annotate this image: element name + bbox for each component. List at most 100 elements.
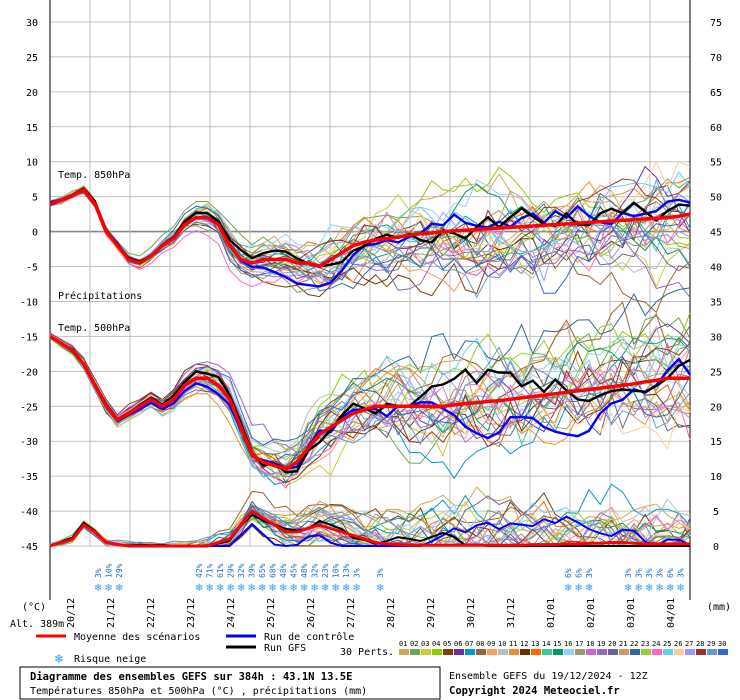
snow-risk-value: 32% [311, 563, 320, 578]
snow-risk-value: 45% [290, 563, 299, 578]
perturbations-label: 30 Perts. [340, 647, 394, 658]
snowflake-icon: ❄ [54, 652, 64, 666]
perturbation-legend: 01 02 03 04 05 06 07 08 09 10 11 12 13 14 15 16 17 18 19 20… [399, 640, 728, 655]
snowflake-icon: ❄ [258, 583, 266, 594]
perturbation-id: 20 [608, 640, 616, 648]
x-axis-label: 22/12 [146, 598, 157, 628]
snowflake-icon: ❄ [94, 583, 102, 594]
snow-risk-value: 3% [635, 568, 644, 578]
perturbation-swatch [454, 649, 464, 655]
x-axis-label: 20/12 [66, 598, 77, 628]
perturbation-swatch [707, 649, 717, 655]
perturbation-id: 11 [509, 640, 517, 648]
perturbation-id: 28 [696, 640, 704, 648]
perturbation-swatch [498, 649, 508, 655]
x-axis-label: 23/12 [186, 598, 197, 628]
perturbation-id: 22 [630, 640, 638, 648]
snow-risk-value: 6% [564, 568, 573, 578]
snowflake-icon: ❄ [624, 583, 632, 594]
right-tick-label: 70 [710, 53, 722, 64]
snow-risk-value: 61% [216, 563, 225, 578]
left-tick-label: 20 [26, 88, 38, 99]
snow-risk-value: 10% [332, 563, 341, 578]
perturbation-id: 05 [443, 640, 451, 648]
snow-risk-value: 3% [376, 568, 385, 578]
perturbation-id: 01 [399, 640, 407, 648]
perturbation-swatch [696, 649, 706, 655]
perturbation-swatch [553, 649, 563, 655]
right-tick-label: 35 [710, 297, 722, 308]
footer-copyright: Copyright 2024 Meteociel.fr [449, 685, 620, 697]
x-axis-labels: 20/12 21/12 22/12 23/12 24/12 25/12 26/12 27/12… [66, 598, 677, 628]
snow-risk-value: 6% [666, 568, 675, 578]
snow-risk-value: 39% [248, 563, 257, 578]
left-tick-label: 10 [26, 158, 38, 169]
right-tick-label: 75 [710, 18, 722, 29]
perturbation-id: 26 [674, 640, 682, 648]
snow-risk-value: 3% [94, 568, 103, 578]
right-tick-label: 45 [710, 228, 722, 239]
perturbation-swatch [410, 649, 420, 655]
perturbation-swatch [399, 649, 409, 655]
snowflake-icon: ❄ [585, 583, 593, 594]
perturbation-swatch [641, 649, 651, 655]
snow-risk-value: 3% [624, 568, 633, 578]
snow-risk-value: 13% [342, 563, 351, 578]
legend-snow-label: Risque neige [74, 654, 146, 665]
x-axis-label: 27/12 [346, 598, 357, 628]
perturbation-id: 21 [619, 640, 627, 648]
snowflake-icon: ❄ [216, 583, 224, 594]
perturbation-id: 29 [707, 640, 715, 648]
perturbation-swatch [531, 649, 541, 655]
left-tick-label: -25 [20, 402, 38, 413]
perturbation-id: 13 [531, 640, 539, 648]
perturbation-id: 18 [586, 640, 594, 648]
left-tick-label: 30 [26, 18, 38, 29]
perturbation-id: 19 [597, 640, 605, 648]
perturbation-id: 17 [575, 640, 583, 648]
perturbation-swatch [542, 649, 552, 655]
snow-risk-value: 3% [645, 568, 654, 578]
footer-box [19, 666, 441, 700]
snowflake-icon: ❄ [195, 583, 203, 594]
left-tick-label: -35 [20, 472, 38, 483]
snow-risk-value: 42% [195, 563, 204, 578]
perturbation-swatch [432, 649, 442, 655]
snowflake-icon: ❄ [300, 583, 308, 594]
snowflake-icon: ❄ [342, 583, 350, 594]
right-tick-label: 50 [710, 193, 722, 204]
mean-t850-line [49, 187, 691, 269]
snowflake-icon: ❄ [105, 583, 113, 594]
left-tick-label: 15 [26, 123, 38, 134]
x-axis-label: 04/01 [666, 598, 677, 628]
right-tick-label: 55 [710, 158, 722, 169]
snow-risk-value: 29% [115, 563, 124, 578]
mean-t500-line [49, 334, 690, 472]
member-t500-25 [49, 337, 691, 478]
panel-label-precip: Précipitations [58, 290, 142, 302]
perturbation-id: 15 [553, 640, 561, 648]
perturbation-id: 25 [663, 640, 671, 648]
left-axis-unit: (°C) [22, 602, 46, 613]
perturbation-swatch [487, 649, 497, 655]
member-t500-26 [49, 335, 691, 480]
snow-risk-value: 48% [300, 563, 309, 578]
legend-gfs-label: Run GFS [264, 643, 306, 654]
perturbation-swatch [619, 649, 629, 655]
snow-risk-value: 23% [321, 563, 330, 578]
snowflake-icon: ❄ [575, 583, 583, 594]
right-tick-label: 20 [710, 402, 722, 413]
snow-risk-value: 29% [227, 563, 236, 578]
perturbation-id: 08 [476, 640, 484, 648]
perturbation-swatch [608, 649, 618, 655]
right-tick-label: 10 [710, 472, 722, 483]
altitude-label: Alt. 389m [10, 619, 64, 630]
footer-title: Diagramme des ensembles GEFS sur 384h : … [30, 671, 352, 683]
main-series [49, 186, 691, 548]
perturbation-swatch [575, 649, 585, 655]
perturbation-swatch [663, 649, 673, 655]
x-axis-label: 02/01 [586, 598, 597, 628]
snow-risk-value: 6% [575, 568, 584, 578]
